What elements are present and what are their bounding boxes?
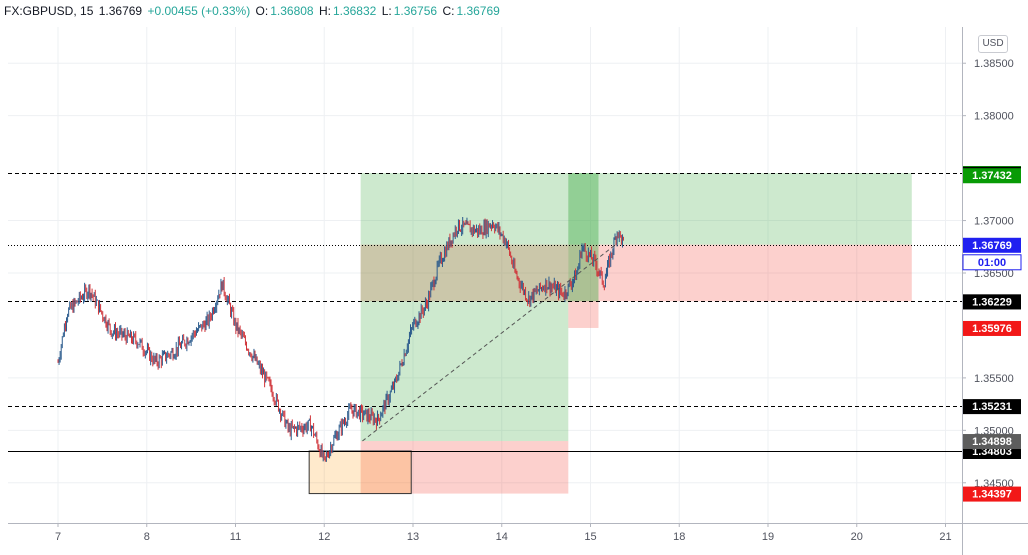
axis-price-label: 1.34898	[963, 434, 1021, 450]
time-tick-label: 8	[144, 531, 150, 543]
axis-price-label-bg	[963, 320, 1021, 336]
last-price: 1.36769	[98, 4, 143, 18]
low-value: 1.36756	[393, 4, 438, 18]
axis-price-label-bg	[963, 486, 1021, 502]
line-price-label-text: 1.35231	[972, 401, 1012, 413]
time-tick-label: 21	[939, 531, 951, 543]
horizontal-lines	[8, 173, 962, 452]
axis-price-label-bg	[963, 294, 1021, 310]
trend-line	[362, 244, 616, 442]
axis-price-label-text: 1.34898	[972, 436, 1012, 448]
axis-price-label-text: 1.37432	[972, 170, 1012, 182]
candles	[57, 217, 625, 462]
price-tick-label: 1.36500	[974, 268, 1014, 280]
axis-price-label: 1.35976	[963, 320, 1021, 336]
gridlines	[8, 27, 962, 523]
line-price-label: 1.36769	[963, 237, 1021, 253]
currency-badge[interactable]: USD	[978, 35, 1008, 53]
high-label: H:	[318, 4, 331, 18]
axis-price-label-bg	[963, 168, 1021, 184]
axis-price-label-text: 1.35976	[972, 323, 1012, 335]
time-tick-label: 19	[762, 531, 774, 543]
time-tick-label: 20	[851, 531, 863, 543]
axis-price-label: 1.36229	[963, 294, 1021, 310]
time-tick-label: 15	[584, 531, 596, 543]
axis-price-label-text: 1.34397	[972, 489, 1012, 501]
time-tick-label: 11	[230, 531, 241, 543]
symbol-label[interactable]: FX:GBPUSD, 15	[4, 4, 94, 18]
price-change: +0.00455 (+0.33%)	[147, 4, 251, 18]
line-price-label-text: 1.36769	[972, 240, 1012, 252]
close-value: 1.36769	[456, 4, 500, 18]
profit-zone	[360, 173, 912, 245]
close-label: C:	[442, 4, 455, 18]
time-tick-label: 18	[673, 531, 685, 543]
open-value: 1.36808	[270, 4, 314, 18]
loss-zone	[360, 244, 912, 302]
high-value: 1.36832	[332, 4, 377, 18]
price-tick-label: 1.35500	[974, 373, 1014, 385]
line-price-label-bg	[963, 237, 1021, 253]
countdown-text: 01:00	[978, 257, 1006, 269]
line-price-label-bg	[963, 399, 1021, 415]
time-tick-label: 14	[496, 531, 508, 543]
axis-price-label-text: 1.36229	[972, 296, 1012, 308]
price-tick-label: 1.38500	[974, 58, 1014, 70]
low-label: L:	[381, 4, 392, 18]
profit-zone	[360, 244, 569, 442]
chart-legend: FX:GBPUSD, 15 1.36769 +0.00455 (+0.33%) …	[4, 4, 502, 18]
open-label: O:	[255, 4, 269, 18]
axis-price-label: 1.37432	[963, 168, 1021, 184]
time-tick-label: 7	[55, 531, 61, 543]
price-tick-label: 1.37000	[974, 216, 1014, 228]
loss-zone	[360, 441, 569, 494]
axis-price-label: 1.34397	[963, 486, 1021, 502]
countdown-label: 01:00	[962, 254, 1022, 271]
time-tick-label: 13	[407, 531, 419, 543]
position-zones	[360, 173, 912, 494]
line-price-label: 1.35231	[963, 399, 1021, 415]
price-tick-label: 1.38000	[974, 111, 1014, 123]
time-axis: 7 8 11 12 13 14 15 18 19 20 21	[55, 523, 952, 543]
loss-zone	[568, 301, 599, 328]
price-axis: 1.385001.380001.370001.365001.355001.350…	[962, 58, 1014, 490]
axis-price-label-bg	[963, 434, 1021, 450]
plot-area	[8, 27, 962, 523]
countdown-bg	[962, 254, 1022, 271]
time-tick-label: 12	[318, 531, 330, 543]
